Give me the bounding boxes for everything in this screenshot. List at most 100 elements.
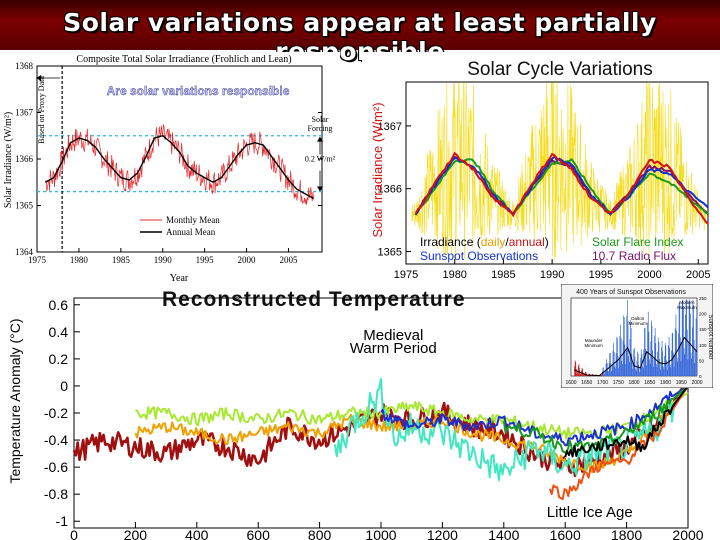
sunspot-bar (681, 343, 682, 376)
series-monthly-mean (45, 124, 314, 205)
sunspot-bar (585, 371, 587, 376)
x-tick-label: 2000 (691, 380, 702, 386)
sunspot-bar (653, 357, 655, 376)
sunspot-bar (671, 350, 672, 376)
sunspot-bar (623, 317, 625, 376)
sunspot-bar (584, 374, 585, 376)
sunspot-bar (652, 366, 654, 376)
sunspot-history-inset: 400 Years of Sunspot Observations 1600 16… (561, 284, 713, 388)
y-tick-label: 0 (60, 378, 68, 394)
sunspot-bar (620, 338, 622, 376)
sunspot-bar (676, 357, 678, 376)
annotation-maunder-minimum: Maunder (585, 338, 603, 343)
sunspot-bar (666, 369, 668, 376)
sunspot-bar (670, 367, 672, 376)
x-tick-label: 1985 (112, 255, 131, 265)
sunspot-bar (678, 333, 679, 376)
sunspot-bar (622, 340, 624, 376)
sunspot-bar (656, 363, 657, 376)
sunspot-bar (688, 300, 690, 376)
svg-text:Forcing: Forcing (308, 124, 333, 133)
sunspot-bar (667, 362, 669, 376)
temperature-series-8 (564, 386, 688, 458)
sunspot-bar (635, 370, 637, 376)
sunspot-bar (675, 314, 677, 376)
chart-title: Composite Total Solar Irradiance (Frohli… (76, 54, 291, 65)
sunspot-bar (673, 352, 674, 376)
reconstructed-temperature-chart: Reconstructed Temperature 0.6 0.4 0.2 0 -0.2… (0, 286, 720, 540)
sunspot-bar (625, 350, 627, 376)
annotation-solar-forcing: Solar (312, 115, 329, 124)
y-tick-label: 1364 (15, 247, 34, 257)
sunspot-bar (666, 359, 667, 376)
sunspot-bar (636, 360, 638, 376)
svg-text:Minimum: Minimum (629, 321, 648, 326)
sunspot-bar (682, 299, 684, 376)
sunspot-bar (647, 311, 649, 376)
x-tick-label: 0 (70, 527, 78, 540)
sunspot-bar (652, 350, 653, 376)
sunspot-bar (659, 369, 661, 376)
sunspot-bar (634, 348, 635, 376)
sunspot-bar (629, 339, 631, 376)
sunspot-bar (615, 368, 616, 376)
sunspot-bar (679, 304, 681, 376)
sunspot-bar (627, 299, 628, 376)
legend-annual: Annual Mean (166, 227, 216, 237)
legend-solar-flare-index: Solar Flare Index (592, 235, 683, 249)
sunspot-bar (617, 355, 619, 376)
sunspot-bar (630, 319, 631, 376)
legend-irradiance: Irradiance (daily/annual) (420, 235, 549, 249)
x-tick-label: 1000 (365, 527, 396, 540)
sunspot-bar (656, 367, 658, 376)
sunspot-bar (684, 354, 686, 376)
sunspot-bar (622, 364, 623, 376)
x-tick-label: 2000 (238, 255, 257, 265)
x-tick-label: 1750 (613, 380, 624, 386)
sunspot-bar (574, 360, 576, 376)
y-tick-label: 1368 (15, 61, 34, 71)
sunspot-bar (613, 343, 614, 376)
sunspot-bar (601, 372, 603, 376)
sunspot-bar (689, 299, 691, 376)
sunspot-bar (649, 363, 651, 376)
x-tick-label: 1990 (154, 255, 173, 265)
sunspot-bar (695, 318, 697, 376)
sunspot-bar (645, 348, 646, 376)
sunspot-bar (612, 365, 613, 376)
sunspot-bar (609, 352, 611, 376)
annotation-forcing-value: 0.2 W/m² (305, 154, 336, 163)
y-tick-label: 0 (699, 374, 702, 379)
sunspot-bar (660, 363, 662, 376)
sunspot-bar (691, 358, 692, 376)
sunspot-bar (615, 353, 617, 376)
sunspot-bar (671, 332, 673, 376)
temperature-series-7 (548, 385, 689, 501)
y-tick-label: 150 (699, 327, 707, 332)
x-tick-label: 1850 (644, 380, 655, 386)
sunspot-bar (664, 343, 666, 376)
sunspot-bar (617, 338, 618, 376)
svg-text:Maximum: Maximum (677, 305, 697, 310)
sunspot-bar (577, 365, 579, 376)
sunspot-bar (683, 306, 684, 376)
sunspot-bar (577, 371, 578, 376)
sunspot-bar (661, 340, 663, 376)
y-axis-label: Sunspot Number (707, 314, 713, 359)
sunspot-bar (635, 368, 636, 376)
sunspot-bar (674, 328, 676, 376)
x-tick-label: 1950 (676, 380, 687, 386)
annotation-medieval-warm-period: Medieval (363, 327, 423, 344)
x-tick-label: 800 (308, 527, 332, 540)
y-tick-label: 1366 (15, 154, 34, 164)
y-tick-label: 100 (699, 343, 707, 348)
sunspot-bar (640, 349, 642, 376)
sunspot-bar (581, 367, 583, 376)
x-tick-label: 1600 (565, 380, 576, 386)
sunspot-bar (693, 340, 695, 376)
sunspot-bar (632, 368, 633, 376)
sunspot-bar (646, 365, 647, 376)
sunspot-bar (583, 372, 584, 376)
sunspot-bar (690, 352, 692, 376)
sunspot-bar (639, 367, 641, 376)
